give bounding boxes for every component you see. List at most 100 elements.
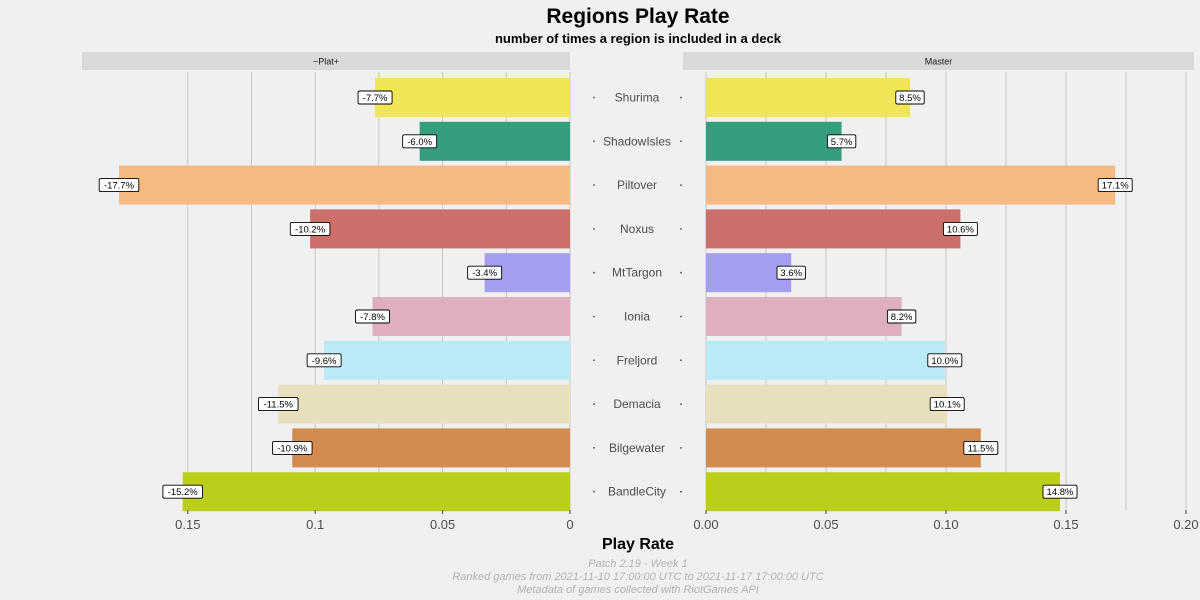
- tick-label: 0.05: [813, 517, 838, 532]
- x-axis-title: Play Rate: [602, 536, 674, 553]
- caption-line-3: Metadata of games collected with RiotGam…: [517, 584, 759, 596]
- region-tick-right: [680, 271, 682, 274]
- tick-label: 0.15: [1053, 517, 1078, 532]
- region-tick-right: [680, 490, 682, 493]
- caption-line-1: Patch 2.19 - Week 1: [588, 558, 687, 570]
- right-bar-shurima: [706, 78, 910, 117]
- right-data-label-box: [895, 90, 925, 105]
- right-data-label: 5.7%: [831, 137, 853, 148]
- region-labels: Shurima ShadowIsles Piltover Noxus MtTargon I…: [593, 91, 682, 499]
- region-label-bandlecity: BandleCity: [608, 485, 666, 499]
- left-bar-shurima: [375, 78, 570, 117]
- left-panel-strip-label: ~Plat+: [313, 57, 339, 67]
- region-tick-left: [593, 490, 595, 493]
- region-tick-left: [593, 271, 595, 274]
- left-data-label-box: [98, 178, 140, 193]
- right-data-label-box: [942, 221, 978, 236]
- left-data-label-box: [355, 309, 390, 324]
- left-bar-shadowisles: [419, 121, 570, 161]
- left-data-label-box: [289, 221, 331, 236]
- right-data-label-box: [886, 309, 917, 324]
- left-data-label: -9.6%: [312, 356, 337, 367]
- left-panel-bars: -7.7% -6.0% -17.7% -10.2% -3.4% -7.8% -9.6% -11…: [98, 78, 570, 512]
- left-bar-ionia: [372, 297, 570, 336]
- left-data-label: -15.2%: [168, 487, 199, 498]
- region-label-piltover: Piltover: [617, 178, 657, 192]
- right-panel-strip-label: Master: [925, 57, 953, 67]
- right-panel-bars: 8.5% 5.7% 17.1% 10.6% 3.6% 8.2% 10.0% 10.1% 11.5…: [706, 78, 1133, 512]
- left-panel-strip: [82, 52, 570, 70]
- right-data-label-box: [776, 265, 806, 280]
- right-data-label: 10.6%: [947, 224, 974, 235]
- right-data-label: 3.6%: [780, 268, 802, 279]
- right-bar-bandlecity: [706, 472, 1060, 512]
- left-data-label-box: [357, 90, 393, 105]
- region-label-shurima: Shurima: [615, 91, 660, 105]
- left-data-label: -6.0%: [407, 137, 432, 148]
- region-label-shadowisles: ShadowIsles: [603, 134, 671, 148]
- right-data-label: 11.5%: [968, 443, 995, 454]
- left-data-label-box: [467, 265, 503, 280]
- right-data-label-box: [1097, 178, 1133, 193]
- left-data-label: -11.5%: [264, 400, 294, 411]
- left-panel-ticks: 0.15 0.1 0.05 0: [175, 510, 574, 532]
- left-bar-piltover: [119, 165, 570, 205]
- tick-label: 0.15: [175, 517, 200, 532]
- chart-subtitle: number of times a region is included in …: [495, 31, 782, 46]
- region-tick-right: [680, 140, 682, 143]
- region-tick-right: [680, 96, 682, 99]
- left-bar-freljord: [324, 340, 570, 380]
- right-data-label-box: [963, 440, 999, 455]
- right-data-label: 10.0%: [931, 356, 958, 367]
- left-data-label: -3.4%: [472, 268, 497, 279]
- right-data-label: 10.1%: [934, 400, 961, 411]
- region-tick-right: [680, 315, 682, 318]
- tick-label: 0.20: [1173, 517, 1198, 532]
- tick-label: 0.00: [693, 517, 718, 532]
- right-data-label-box: [929, 397, 965, 412]
- left-data-label: -10.9%: [277, 443, 308, 454]
- right-bar-noxus: [706, 209, 961, 249]
- left-data-label-box: [258, 397, 299, 412]
- region-tick-left: [593, 403, 595, 405]
- left-bar-noxus: [310, 209, 570, 249]
- right-bar-piltover: [706, 165, 1116, 205]
- right-data-label: 14.8%: [1047, 487, 1074, 498]
- left-data-label-box: [162, 484, 203, 499]
- tick-label: 0: [566, 517, 573, 532]
- right-data-label: 8.5%: [899, 93, 921, 104]
- right-data-label-box: [1042, 484, 1078, 499]
- left-bar-demacia: [278, 384, 570, 424]
- left-bar-bandlecity: [182, 472, 570, 512]
- region-tick-left: [593, 315, 595, 318]
- tick-label: 0.1: [306, 517, 324, 532]
- tick-label: 0.10: [933, 517, 958, 532]
- region-label-ionia: Ionia: [624, 310, 650, 324]
- region-tick-left: [593, 96, 595, 99]
- region-tick-right: [680, 403, 682, 405]
- region-label-freljord: Freljord: [617, 353, 658, 367]
- region-label-bilgewater: Bilgewater: [609, 441, 665, 455]
- left-data-label-box: [402, 134, 438, 149]
- region-tick-right: [680, 359, 682, 362]
- right-bar-freljord: [706, 340, 945, 380]
- right-panel-strip: [683, 52, 1194, 70]
- left-data-label-box: [272, 440, 313, 455]
- region-label-noxus: Noxus: [620, 222, 654, 236]
- region-tick-right: [680, 228, 682, 230]
- left-data-label: -7.7%: [363, 93, 388, 104]
- region-tick-left: [593, 447, 595, 449]
- right-data-label-box: [927, 353, 963, 368]
- chart-title: Regions Play Rate: [546, 5, 729, 28]
- right-data-label-box: [826, 134, 857, 149]
- left-bar-bilgewater: [292, 428, 570, 468]
- left-data-label-box: [306, 353, 342, 368]
- region-tick-left: [593, 359, 595, 362]
- region-tick-left: [593, 228, 595, 230]
- right-bar-shadowisles: [706, 121, 842, 161]
- region-tick-left: [593, 184, 595, 187]
- caption-line-2: Ranked games from 2021-11-10 17:00:00 UT…: [452, 571, 823, 583]
- left-data-label: -10.2%: [295, 224, 326, 235]
- region-tick-left: [593, 140, 595, 143]
